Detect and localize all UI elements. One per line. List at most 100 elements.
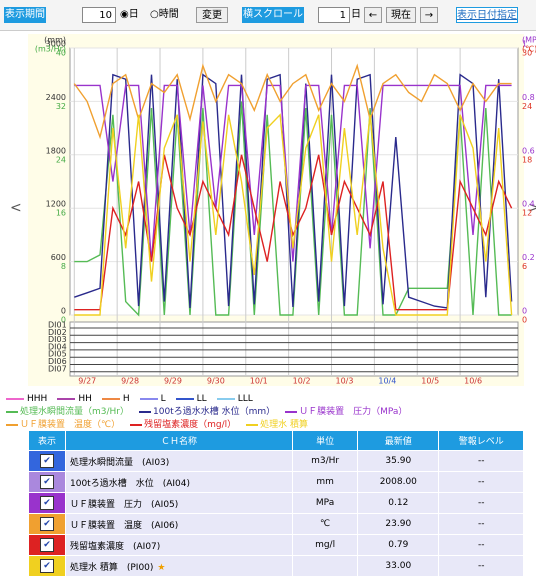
y-tick-label: 1800 [46, 146, 66, 155]
x-tick-label: 10/2 [293, 377, 311, 386]
checkbox-cell: ✔ [28, 534, 66, 556]
nav-prev[interactable]: < [10, 200, 22, 216]
legend-swatch [139, 397, 158, 400]
header-row: 表示 ＣＨ名称 単位 最新値 警報レベル [28, 430, 524, 451]
unit-hour-radio[interactable]: ○時間 [150, 9, 179, 20]
table-cell: -- [438, 471, 524, 493]
table-cell: 0.79 [357, 534, 440, 556]
x-tick-label: 9/27 [78, 377, 96, 386]
y-tick-label: 0.4 [522, 200, 535, 209]
di-label: DI01 [48, 321, 67, 330]
legend: HHH HH H L LL LLL 処理水瞬間流量（m3/Hr） 100tろ過水水槽 水位（m… [6, 393, 526, 432]
prev-button[interactable]: ← [364, 7, 382, 23]
table-row: ✔ 100tろ過水槽 水位 (AI04) mm 2008.00 -- [28, 471, 524, 493]
checkbox[interactable]: ✔ [40, 454, 54, 468]
checkbox[interactable]: ✔ [40, 517, 54, 531]
checkbox[interactable]: ✔ [40, 538, 54, 552]
period-input[interactable]: 10 [82, 7, 116, 23]
table-cell [292, 555, 359, 577]
table-row: ✔ 処理水 積算 (PI00) ★ 33.00 -- [28, 555, 524, 577]
checkbox-cell: ✔ [28, 513, 66, 535]
table-cell: -- [438, 555, 524, 577]
legend-swatch [139, 410, 151, 413]
legend-item: 処理水瞬間流量（m3/Hr） [6, 406, 129, 419]
label: 日 [128, 9, 139, 20]
header-cell: 単位 [292, 430, 359, 451]
table-cell: 処理水瞬間流量 (AI03) [64, 450, 294, 472]
change-button[interactable]: 変更 [196, 7, 228, 23]
legend-item: 100tろ過水水槽 水位（mm） [139, 406, 275, 419]
legend-swatch [285, 410, 298, 413]
table-cell: mg/l [292, 534, 359, 556]
legend-label: HHH [27, 394, 48, 404]
legend-label: 処理水瞬間流量（m3/Hr） [20, 407, 129, 417]
checkbox[interactable]: ✔ [40, 496, 54, 510]
scroll-input[interactable]: 1 [318, 7, 350, 23]
legend-item: ＵＦ膜装置 圧力（MPa） [285, 406, 407, 419]
legend-swatch [6, 410, 18, 413]
table-cell: MPa [292, 492, 359, 514]
chart: (mm)06001200180024003000(m3/Hr)081624324… [28, 34, 536, 386]
series-line [74, 84, 512, 262]
legend-label: ＵＦ膜装置 温度（℃） [20, 420, 121, 430]
y-tick-label: 0 [61, 307, 66, 316]
table-row: ✔ 処理水瞬間流量 (AI03) m3/Hr 35.90 -- [28, 450, 524, 472]
header-cell: 警報レベル [438, 430, 524, 451]
series-line [74, 73, 513, 309]
y-tick-label: 0 [61, 316, 66, 325]
y-tick-label: 30 [522, 49, 532, 58]
nav-next[interactable]: > [528, 200, 536, 216]
di-label: DI03 [48, 335, 67, 344]
legend-swatch [246, 423, 259, 426]
level-legend: HHH HH H L LL LLL [6, 393, 526, 406]
y-tick-label: 1200 [46, 200, 66, 209]
table-row: ✔ 残留塩素濃度 (AI07) mg/l 0.79 -- [28, 534, 524, 556]
period-button[interactable]: 表示期間 [4, 7, 46, 23]
di-label: DI07 [48, 364, 67, 373]
di-label: DI05 [48, 350, 67, 359]
next-button[interactable]: → [420, 7, 438, 23]
table-cell: -- [438, 450, 524, 472]
axis-title: (℃) [522, 45, 536, 54]
di-label: DI04 [48, 342, 67, 351]
legend-swatch [216, 397, 235, 400]
y-tick-label: 16 [56, 209, 66, 218]
series-line [74, 113, 513, 316]
series-line [74, 101, 512, 317]
y-tick-label: 0.8 [522, 93, 535, 102]
checkbox-cell: ✔ [28, 471, 66, 493]
unit-day-radio[interactable]: ◉日 [120, 9, 139, 20]
legend-item: ＵＦ膜装置 温度（℃） [6, 419, 120, 432]
y-tick-label: 1 [522, 40, 527, 49]
checkbox-cell: ✔ [28, 450, 66, 472]
y-tick-label: 12 [522, 209, 532, 218]
checkbox-cell: ✔ [28, 555, 66, 577]
y-tick-label: 18 [522, 155, 532, 164]
table-cell: 処理水 積算 (PI00) ★ [64, 555, 294, 577]
channel-table: 表示 ＣＨ名称 単位 最新値 警報レベル ✔ 処理水瞬間流量 (AI03) m3/Hr 35.9… [28, 430, 524, 577]
di-label: DI02 [48, 328, 67, 337]
legend-label: LL [196, 394, 207, 404]
table-row: ✔ ＵＦ膜装置 圧力 (AI05) MPa 0.12 -- [28, 492, 524, 514]
table-cell: -- [438, 492, 524, 514]
legend-label: 100tろ過水水槽 水位（mm） [153, 407, 276, 417]
y-tick-label: 3000 [46, 40, 66, 49]
y-tick-label: 8 [61, 262, 66, 271]
legend-item: 処理水 積算 [246, 419, 308, 432]
scroll-button[interactable]: 横スクロール [242, 7, 304, 23]
table-cell: 23.90 [357, 513, 440, 535]
legend-swatch [57, 397, 76, 400]
series-line [73, 63, 512, 140]
legend-item: HH [57, 393, 92, 406]
header-cell: ＣＨ名称 [64, 430, 294, 451]
legend-swatch [6, 397, 24, 400]
legend-item: HHH [6, 393, 47, 406]
date-button[interactable]: 表示日付指定 [456, 7, 518, 23]
legend-swatch [130, 423, 143, 426]
checkbox[interactable]: ✔ [40, 475, 54, 489]
now-button[interactable]: 現在 [386, 7, 416, 23]
table-cell: 100tろ過水槽 水位 (AI04) [64, 471, 294, 493]
label: 時間 [158, 9, 179, 20]
checkbox[interactable]: ✔ [40, 559, 54, 573]
